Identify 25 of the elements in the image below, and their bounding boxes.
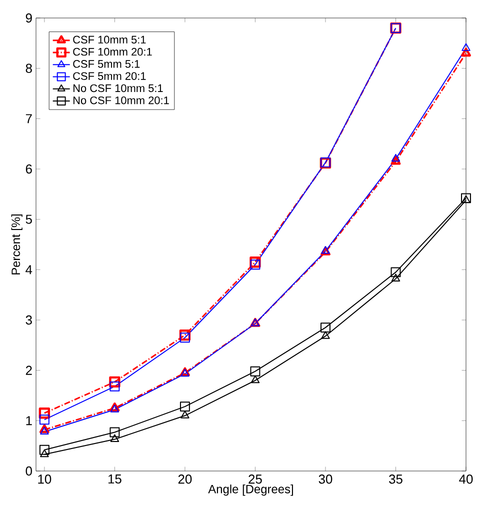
y-tick-label: 1 [26,416,32,426]
x-tick-label: 25 [248,474,262,484]
legend-label: CSF 10mm 5:1 [73,36,146,44]
y-axis-title: Percent [%] [11,214,22,274]
y-tick-label: 2 [26,366,32,375]
legend-label: No CSF 10mm 20:1 [73,96,169,104]
x-tick-label: 40 [459,474,473,484]
y-tick-label: 6 [26,164,32,174]
legend-label: No CSF 10mm 5:1 [73,84,163,92]
x-tick-label: 15 [108,474,122,484]
y-tick-label: 4 [26,265,32,274]
y-tick-label: 3 [26,315,32,325]
x-tick-label: 10 [38,474,52,484]
legend-label: CSF 5mm 5:1 [73,60,140,68]
x-tick-label: 30 [318,474,332,484]
legend-label: CSF 10mm 20:1 [73,48,152,56]
legend-label: CSF 5mm 20:1 [73,72,146,80]
y-tick-label: 7 [26,114,32,124]
x-tick-label: 35 [389,474,402,484]
y-tick-label: 0 [26,466,32,476]
y-tick-label: 9 [26,13,32,23]
y-tick-label: 5 [26,214,32,224]
y-tick-label: 8 [26,64,32,73]
x-tick-label: 20 [178,474,192,484]
x-axis-title: Angle [Degrees] [208,484,293,496]
